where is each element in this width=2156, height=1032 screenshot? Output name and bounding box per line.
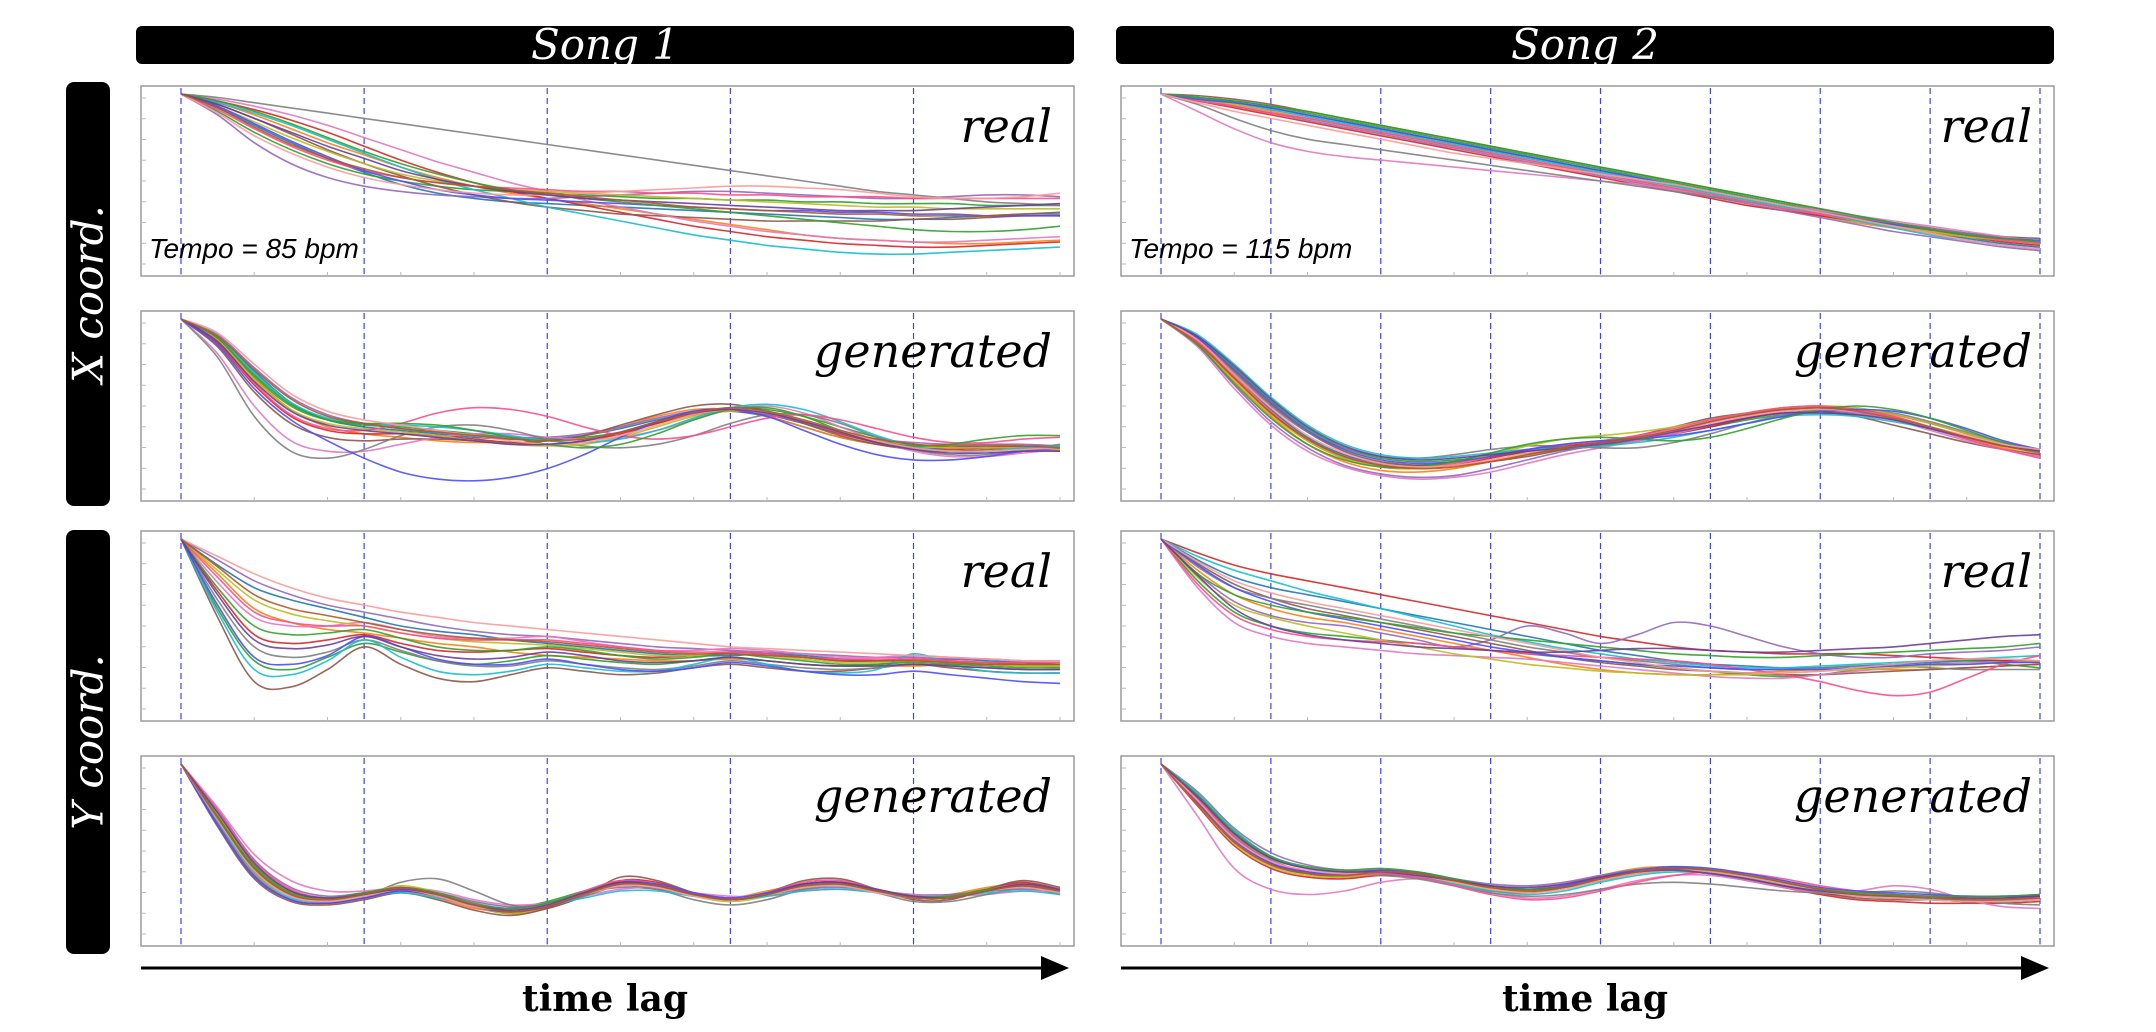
series-line bbox=[1160, 538, 2041, 675]
panel-frame bbox=[1120, 530, 2055, 722]
series-line bbox=[180, 318, 1061, 453]
series-line bbox=[180, 318, 1061, 449]
series-line bbox=[1160, 538, 2041, 659]
series-line bbox=[1160, 318, 2041, 460]
panel-song-1-y-coord-real: real bbox=[140, 530, 1075, 722]
series-line bbox=[180, 93, 1061, 222]
time-axis-arrow-2 bbox=[1121, 956, 2049, 980]
panel-label: generated bbox=[1794, 324, 2032, 378]
series-line bbox=[1160, 93, 2041, 250]
panel-label: real bbox=[1941, 544, 2032, 598]
x-axis-label-song-1: time lag bbox=[521, 978, 688, 1020]
series-line bbox=[180, 318, 1061, 482]
series-line bbox=[180, 93, 1061, 217]
series-line bbox=[1160, 318, 2041, 465]
series-line bbox=[1160, 93, 2041, 243]
panel-frame bbox=[140, 85, 1075, 277]
arrow-head bbox=[2021, 956, 2049, 980]
series-line bbox=[180, 93, 1061, 207]
series-line bbox=[1160, 93, 2041, 252]
series-line bbox=[1160, 538, 2041, 654]
panel-song-2-y-coord-real: real bbox=[1120, 530, 2055, 722]
series-line bbox=[1160, 538, 2041, 676]
series-line bbox=[1160, 538, 2041, 676]
column-title: Song 1 bbox=[530, 20, 680, 69]
x-axis-label-song-2: time lag bbox=[1501, 978, 1668, 1020]
panel-song-1-x-coord-generated: generated bbox=[140, 310, 1075, 502]
series-line bbox=[180, 538, 1061, 669]
series-line bbox=[1160, 538, 2041, 669]
series-line bbox=[180, 93, 1060, 210]
series-line bbox=[180, 93, 1061, 249]
panel-song-2-y-coord-generated: generated bbox=[1120, 755, 2055, 947]
series-line bbox=[1160, 93, 2041, 250]
series-line bbox=[180, 538, 1061, 667]
series-line bbox=[180, 93, 1061, 256]
series-line bbox=[1160, 318, 2041, 470]
panel-song-2-x-coord-real: real Tempo = 115 bpm bbox=[1120, 85, 2055, 277]
panel-label: generated bbox=[814, 324, 1052, 378]
panel-label: generated bbox=[1794, 769, 2032, 823]
series-line bbox=[1160, 318, 2041, 470]
series-line bbox=[1160, 93, 2041, 241]
column-header-song-1: Song 1 bbox=[136, 24, 1074, 66]
panel-label: real bbox=[961, 99, 1052, 153]
series-line bbox=[1160, 318, 2041, 460]
series-line bbox=[180, 318, 1061, 449]
series-line bbox=[180, 93, 1060, 207]
column-title: Song 2 bbox=[1510, 20, 1660, 69]
panel-label: real bbox=[1941, 99, 2032, 153]
series-line bbox=[180, 538, 1061, 662]
series-line bbox=[180, 318, 1061, 447]
series-line bbox=[1160, 318, 2041, 461]
series-line bbox=[1160, 763, 2041, 901]
row-header-x-coord: X coord. bbox=[64, 82, 113, 506]
series-line bbox=[180, 538, 1061, 662]
series-line bbox=[180, 763, 1061, 912]
series-line bbox=[180, 538, 1061, 685]
time-axis-arrow-1 bbox=[141, 956, 1069, 980]
series-line bbox=[180, 538, 1060, 666]
series-line bbox=[1160, 538, 2041, 676]
panel-song-2-x-coord-generated: generated bbox=[1120, 310, 2055, 502]
series-line bbox=[180, 538, 1061, 671]
panel-song-1-y-coord-generated: generated bbox=[140, 755, 1075, 947]
tempo-annotation: Tempo = 115 bpm bbox=[1129, 233, 1352, 264]
arrow-head bbox=[1041, 956, 1069, 980]
panel-frame bbox=[1120, 85, 2055, 277]
series-line bbox=[180, 763, 1061, 913]
series-line bbox=[180, 763, 1061, 906]
series-line bbox=[180, 93, 1060, 217]
column-header-song-2: Song 2 bbox=[1116, 24, 2054, 66]
panel-frame bbox=[140, 530, 1075, 722]
series-line bbox=[180, 538, 1060, 664]
series-line bbox=[180, 538, 1061, 678]
row-header-y-coord: Y coord. bbox=[64, 530, 113, 954]
panel-label: generated bbox=[814, 769, 1052, 823]
series-line bbox=[1160, 318, 2041, 469]
panel-frame bbox=[1120, 755, 2055, 947]
tempo-annotation: Tempo = 85 bpm bbox=[149, 233, 359, 264]
series-line bbox=[1160, 538, 2041, 659]
series-line bbox=[180, 93, 1061, 200]
series-line bbox=[180, 93, 1061, 243]
series-line bbox=[1160, 538, 2041, 664]
panel-frame bbox=[140, 755, 1075, 947]
panel-song-1-x-coord-real: real Tempo = 85 bpm bbox=[140, 85, 1075, 277]
series-line bbox=[180, 763, 1061, 917]
series-line bbox=[1160, 763, 2041, 903]
panel-label: real bbox=[961, 544, 1052, 598]
series-line bbox=[180, 93, 1061, 233]
